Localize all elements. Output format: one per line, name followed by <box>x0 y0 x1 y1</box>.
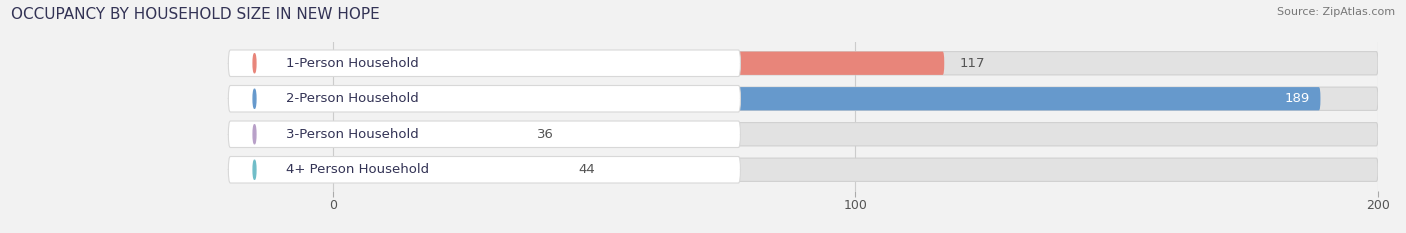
Text: 1-Person Household: 1-Person Household <box>285 57 419 70</box>
Text: 117: 117 <box>960 57 986 70</box>
Text: 189: 189 <box>1285 92 1310 105</box>
Text: 3-Person Household: 3-Person Household <box>285 128 419 141</box>
FancyBboxPatch shape <box>333 87 1378 110</box>
FancyBboxPatch shape <box>333 123 522 146</box>
Text: 4+ Person Household: 4+ Person Household <box>285 163 429 176</box>
FancyBboxPatch shape <box>333 51 1378 75</box>
Text: Source: ZipAtlas.com: Source: ZipAtlas.com <box>1277 7 1395 17</box>
Circle shape <box>253 54 256 73</box>
Circle shape <box>253 160 256 179</box>
FancyBboxPatch shape <box>228 157 741 183</box>
FancyBboxPatch shape <box>333 51 945 75</box>
FancyBboxPatch shape <box>228 86 741 112</box>
FancyBboxPatch shape <box>333 158 562 182</box>
FancyBboxPatch shape <box>228 50 741 76</box>
FancyBboxPatch shape <box>333 158 1378 182</box>
FancyBboxPatch shape <box>333 87 1320 110</box>
Text: 2-Person Household: 2-Person Household <box>285 92 419 105</box>
Text: 44: 44 <box>578 163 595 176</box>
Circle shape <box>253 125 256 144</box>
Text: 36: 36 <box>537 128 554 141</box>
FancyBboxPatch shape <box>333 123 1378 146</box>
Circle shape <box>253 89 256 108</box>
Text: OCCUPANCY BY HOUSEHOLD SIZE IN NEW HOPE: OCCUPANCY BY HOUSEHOLD SIZE IN NEW HOPE <box>11 7 380 22</box>
FancyBboxPatch shape <box>228 121 741 147</box>
